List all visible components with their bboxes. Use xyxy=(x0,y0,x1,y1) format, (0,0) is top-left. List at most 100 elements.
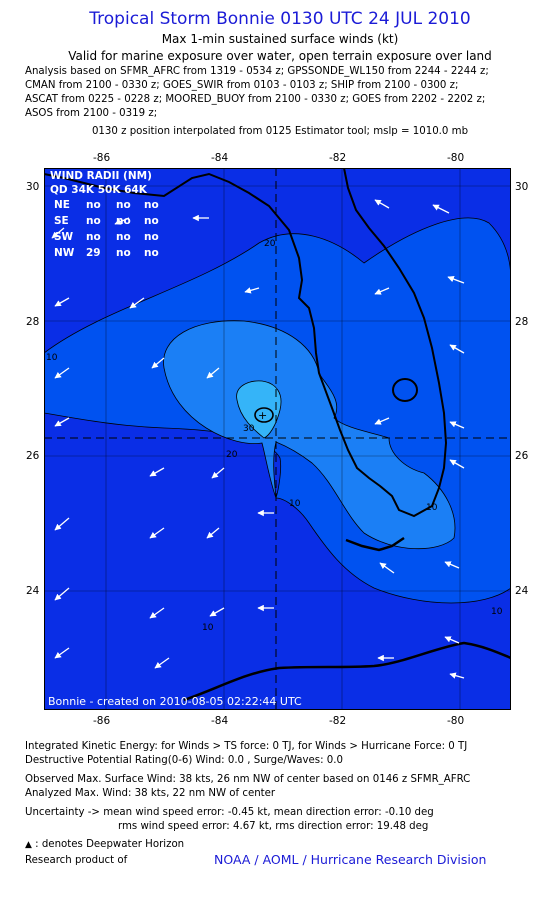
lat-tick-left-28: 28 xyxy=(26,316,40,328)
wind-arrow xyxy=(151,357,165,369)
radii-row-50k: no xyxy=(116,215,131,227)
radii-row-qd: NW xyxy=(54,247,75,259)
contour-label: 10 xyxy=(491,607,503,617)
radii-row-34k: no xyxy=(86,231,101,243)
deepwater-label: : denotes Deepwater Horizon xyxy=(35,839,185,850)
contour-band-20kt xyxy=(163,320,456,550)
lat-tick-left-30: 30 xyxy=(26,181,40,193)
wind-arrow xyxy=(54,517,70,531)
max-wind-marker: + xyxy=(258,409,267,422)
contour-label: 20 xyxy=(226,450,238,460)
lake-okeechobee xyxy=(392,378,418,402)
wind-arrow xyxy=(374,417,390,425)
radii-row-64k: no xyxy=(144,231,159,243)
contour-label: 10 xyxy=(426,503,438,513)
analysis-line-1: Analysis based on SFMR_AFRC from 1319 - … xyxy=(25,66,489,77)
wind-arrow xyxy=(54,297,70,307)
research-label: Research product of xyxy=(25,855,128,866)
radii-row-qd: SW xyxy=(54,231,74,243)
deepwater-horizon-icon: ▲ xyxy=(25,840,32,850)
wind-arrow xyxy=(209,607,225,617)
lon-tick-bottom-86: -86 xyxy=(93,715,111,727)
wind-arrow xyxy=(449,459,465,469)
wind-arrow xyxy=(211,467,225,479)
uncertainty-mean: Uncertainty -> mean wind speed error: -0… xyxy=(25,807,434,818)
analysis-line-4: ASOS from 2100 - 0319 z; xyxy=(25,108,158,119)
lon-tick-top-82: -82 xyxy=(329,152,347,164)
florida-landmass xyxy=(44,168,448,518)
radii-row-34k: no xyxy=(86,199,101,211)
analysis-line-3: ASCAT from 0225 - 0228 z; MOORED_BUOY fr… xyxy=(25,94,486,105)
wind-arrow xyxy=(129,297,145,309)
wind-arrow xyxy=(54,587,70,601)
radii-row-50k: no xyxy=(116,247,131,259)
lat-tick-right-26: 26 xyxy=(515,450,529,462)
noaa-link[interactable]: NOAA / AOML / Hurricane Research Divisio… xyxy=(214,852,487,867)
lon-tick-top-80: -80 xyxy=(447,152,465,164)
wind-arrow xyxy=(379,562,395,574)
map-frame xyxy=(44,168,511,710)
wind-arrow xyxy=(149,607,165,619)
wind-radii-header: QD 34K 50K 64K xyxy=(50,184,148,196)
wind-arrow xyxy=(51,227,65,239)
contour-label: 10 xyxy=(46,353,58,363)
wind-arrow xyxy=(54,417,70,427)
observed-max-wind: Observed Max. Surface Wind: 38 kts, 26 n… xyxy=(25,774,471,785)
wind-arrow xyxy=(154,657,170,669)
contour-label: 10 xyxy=(289,499,301,509)
lat-tick-right-28: 28 xyxy=(515,316,529,328)
radii-row-50k: no xyxy=(116,199,131,211)
wind-arrow xyxy=(206,367,220,379)
deepwater-legend: ▲ : denotes Deepwater Horizon xyxy=(25,839,184,850)
contour-label: 10 xyxy=(202,623,214,633)
lat-tick-right-30: 30 xyxy=(515,181,529,193)
radii-row-64k: no xyxy=(144,199,159,211)
wind-arrow xyxy=(449,421,465,429)
ike-line: Integrated Kinetic Energy: for Winds > T… xyxy=(25,741,468,752)
wind-arrow xyxy=(54,367,70,379)
wind-arrow xyxy=(206,527,220,539)
radii-row-qd: NE xyxy=(54,199,70,211)
lon-tick-bottom-80: -80 xyxy=(447,715,465,727)
lat-tick-left-26: 26 xyxy=(26,450,40,462)
wind-arrow xyxy=(54,647,70,659)
radii-row-50k: no xyxy=(116,231,131,243)
wind-arrow xyxy=(432,204,450,214)
lat-tick-right-24: 24 xyxy=(515,585,529,597)
uncertainty-rms: rms wind speed error: 4.67 kt, rms direc… xyxy=(118,821,429,832)
wind-arrow xyxy=(114,217,130,225)
wind-arrow xyxy=(149,467,165,477)
position-note: 0130 z position interpolated from 0125 E… xyxy=(91,126,469,137)
wind-arrow xyxy=(444,636,460,644)
radii-row-qd: SE xyxy=(54,215,69,227)
max-wind-ring xyxy=(254,407,274,423)
credit-line: Bonnie - created on 2010-08-05 02:22:44 … xyxy=(48,695,302,708)
wind-arrow xyxy=(449,672,465,679)
validity-note: Valid for marine exposure over water, op… xyxy=(68,49,492,63)
wind-field-map: + 10 20 30 20 10 10 10 10 WIND RADII (NM… xyxy=(44,168,511,710)
lon-tick-top-84: -84 xyxy=(211,152,229,164)
radii-row-64k: no xyxy=(144,247,159,259)
analyzed-max-wind: Analyzed Max. Wind: 38 kts, 22 nm NW of … xyxy=(25,788,276,799)
cuba-coastline xyxy=(183,641,511,702)
wind-vectors xyxy=(51,199,465,679)
lon-tick-bottom-82: -82 xyxy=(329,715,347,727)
radii-row-34k: no xyxy=(86,215,101,227)
analysis-line-2: CMAN from 2100 - 0330 z; GOES_SWIR from … xyxy=(25,80,459,91)
wind-arrow xyxy=(374,287,390,295)
radii-row-34k: 29 xyxy=(86,247,101,259)
contour-label: 30 xyxy=(243,424,255,434)
map-subtitle: Max 1-min sustained surface winds (kt) xyxy=(161,32,399,46)
graticule xyxy=(44,168,511,710)
wind-arrow xyxy=(374,199,390,209)
florida-keys xyxy=(345,536,405,552)
wind-radii-table: WIND RADII (NM) QD 34K 50K 64K NE no no … xyxy=(50,170,159,259)
contour-label: 20 xyxy=(264,239,276,249)
wind-radii-title: WIND RADII (NM) xyxy=(50,170,152,182)
lat-tick-left-24: 24 xyxy=(26,585,40,597)
dpr-line: Destructive Potential Rating(0-6) Wind: … xyxy=(25,755,343,766)
wind-arrow xyxy=(447,276,465,284)
radii-row-64k: no xyxy=(144,215,159,227)
wind-arrow xyxy=(244,287,260,294)
map-title: Tropical Storm Bonnie 0130 UTC 24 JUL 20… xyxy=(89,9,471,29)
